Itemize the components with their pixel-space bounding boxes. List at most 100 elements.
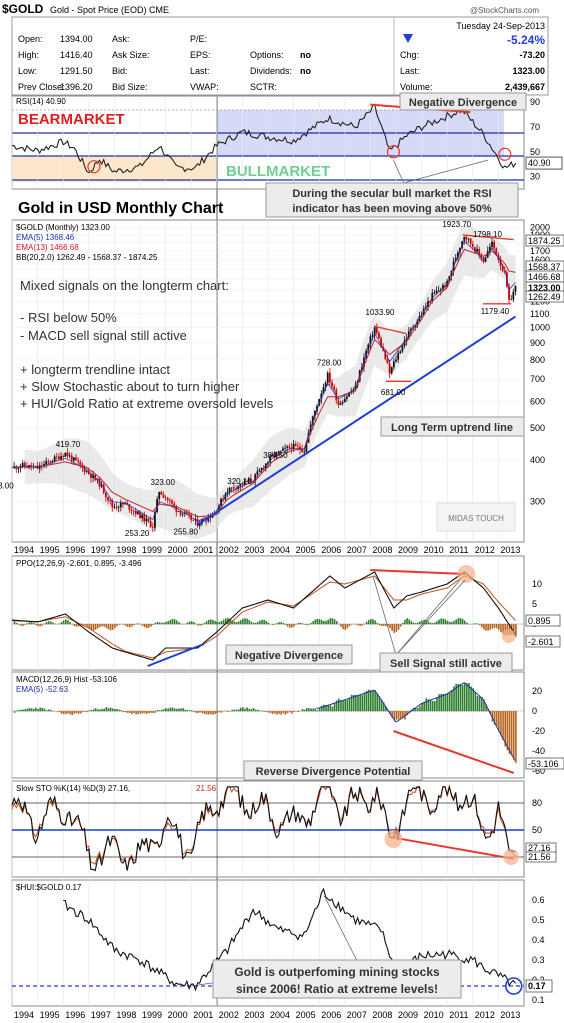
macd-hist-bar bbox=[416, 708, 419, 712]
bb-legend: BB(20,2.0) 1262.49 - 1568.37 - 1874.25 bbox=[16, 253, 158, 262]
ppo-hist-bar bbox=[263, 619, 265, 625]
price-candle-body bbox=[198, 523, 201, 527]
price-candle-body bbox=[100, 484, 103, 487]
ppo-hist-bar bbox=[28, 622, 31, 625]
price-candle-body bbox=[331, 382, 333, 387]
ppo-hist-bar bbox=[436, 621, 438, 625]
macd-hist-bar bbox=[15, 710, 18, 712]
mixed-line: + HUI/Gold Ratio at extreme oversold lev… bbox=[20, 396, 274, 411]
price-candle-body bbox=[299, 446, 301, 450]
price-candle-body bbox=[410, 328, 412, 332]
col4-value: no bbox=[300, 66, 311, 76]
ppo-hist-bar bbox=[461, 618, 464, 625]
price-candle-body bbox=[369, 336, 372, 345]
price-candle-body bbox=[228, 487, 231, 493]
macd-hist-bar bbox=[24, 709, 27, 712]
macd-hist-bar bbox=[506, 711, 509, 751]
price-candle-body bbox=[107, 496, 109, 501]
macd-hist-bar bbox=[158, 710, 161, 712]
ppo-note-pointer bbox=[372, 575, 397, 656]
macd-hist-bar bbox=[79, 711, 82, 714]
price-candle-body bbox=[288, 446, 291, 448]
ppo-hist-bar bbox=[312, 621, 315, 625]
ppo-hist-bar bbox=[297, 623, 300, 625]
macd-hist-bar bbox=[109, 707, 112, 712]
x-year-label: 1998 bbox=[116, 1010, 136, 1020]
macd-hist-bar bbox=[446, 693, 449, 712]
macd-hist-bar bbox=[60, 711, 63, 714]
price-tick-label: 1600 bbox=[530, 255, 550, 265]
price-candle-body bbox=[205, 521, 208, 522]
price-candle-body bbox=[395, 359, 397, 362]
macd-hist-bar bbox=[340, 700, 342, 712]
rsi-tick-label: 90 bbox=[530, 97, 540, 107]
ppo-hist-bar bbox=[254, 622, 257, 625]
ppo-hist-bar bbox=[338, 623, 340, 625]
price-candle-body bbox=[474, 247, 476, 252]
ppo-hist-bar bbox=[282, 623, 285, 625]
price-candle-body bbox=[111, 500, 114, 508]
price-candle-body bbox=[271, 454, 274, 457]
macd-hist-bar bbox=[295, 710, 297, 712]
price-candle-body bbox=[92, 474, 94, 478]
x-year-label: 2010 bbox=[424, 545, 444, 555]
ppo-hist-bar bbox=[483, 624, 485, 630]
price-candle-body bbox=[141, 514, 144, 519]
right-stat-label: Chg: bbox=[400, 50, 419, 60]
ppo-hist-bar bbox=[180, 623, 182, 625]
price-candle-body bbox=[70, 455, 73, 461]
ppo-hist-bar bbox=[116, 624, 118, 627]
price-candle-body bbox=[380, 338, 382, 348]
macd-hist-bar bbox=[22, 709, 24, 712]
ppo-hist-bar bbox=[224, 618, 227, 625]
macd-hist-bar bbox=[124, 711, 127, 713]
price-candle-body bbox=[373, 327, 376, 336]
macd-hist-bar bbox=[323, 704, 325, 712]
macd-hist-bar bbox=[150, 711, 152, 713]
ppo-hist-bar bbox=[370, 619, 372, 625]
ppo-hist-bar bbox=[463, 620, 466, 625]
price-candle-body bbox=[126, 502, 129, 505]
sell-signal-box bbox=[379, 652, 513, 673]
ppo-hist-bar bbox=[495, 624, 498, 629]
macd-tick-label: -60 bbox=[532, 766, 545, 776]
x-year-label: 1998 bbox=[116, 545, 136, 555]
macd-hist-bar bbox=[58, 711, 61, 713]
col3-label: EPS: bbox=[190, 50, 211, 60]
macd-hist-bar bbox=[39, 707, 41, 712]
ppo-note-pointer bbox=[395, 579, 466, 656]
macd-hist-bar bbox=[350, 694, 353, 712]
macd-hist-bar bbox=[169, 707, 172, 712]
ppo-hist-bar bbox=[190, 621, 193, 625]
ppo-hist-bar bbox=[376, 623, 379, 625]
macd-hist-bar bbox=[192, 711, 195, 712]
macd-hist-bar bbox=[325, 704, 327, 712]
ppo-hist-bar bbox=[135, 623, 137, 625]
ppo-hist-bar bbox=[199, 624, 201, 626]
stat-value: 1396.20 bbox=[60, 82, 93, 92]
macd-hist-bar bbox=[338, 698, 340, 712]
price-candle-body bbox=[367, 344, 370, 351]
macd-hist-bar bbox=[333, 702, 336, 712]
price-candle-body bbox=[173, 503, 176, 506]
price-candle-body bbox=[442, 285, 444, 290]
macd-hist-bar bbox=[370, 690, 372, 712]
ppo-hist-bar bbox=[143, 624, 146, 628]
ppo-hist-bar bbox=[146, 624, 148, 629]
price-candle-body bbox=[305, 442, 308, 452]
price-candle-body bbox=[181, 513, 184, 515]
stat-value: 1394.00 bbox=[60, 34, 93, 44]
symbol-description: Gold - Spot Price (EOD) CME bbox=[50, 5, 169, 15]
macd-hist-bar bbox=[47, 709, 50, 712]
price-candle-body bbox=[378, 332, 380, 339]
macd-legend: MACD(12,26,9) Hist -53.106 bbox=[16, 675, 117, 684]
price-candle-body bbox=[375, 327, 378, 333]
sto-right-box bbox=[525, 851, 557, 863]
macd-hist-bar bbox=[246, 707, 248, 712]
macd-hist-bar bbox=[365, 690, 368, 712]
macd-hist-bar bbox=[380, 699, 383, 712]
hui-legend: $HUI:$GOLD 0.17 bbox=[16, 883, 82, 892]
macd-hist-bar bbox=[318, 708, 321, 712]
macd-hist-bar bbox=[20, 709, 22, 712]
macd-hist-bar bbox=[265, 711, 268, 712]
